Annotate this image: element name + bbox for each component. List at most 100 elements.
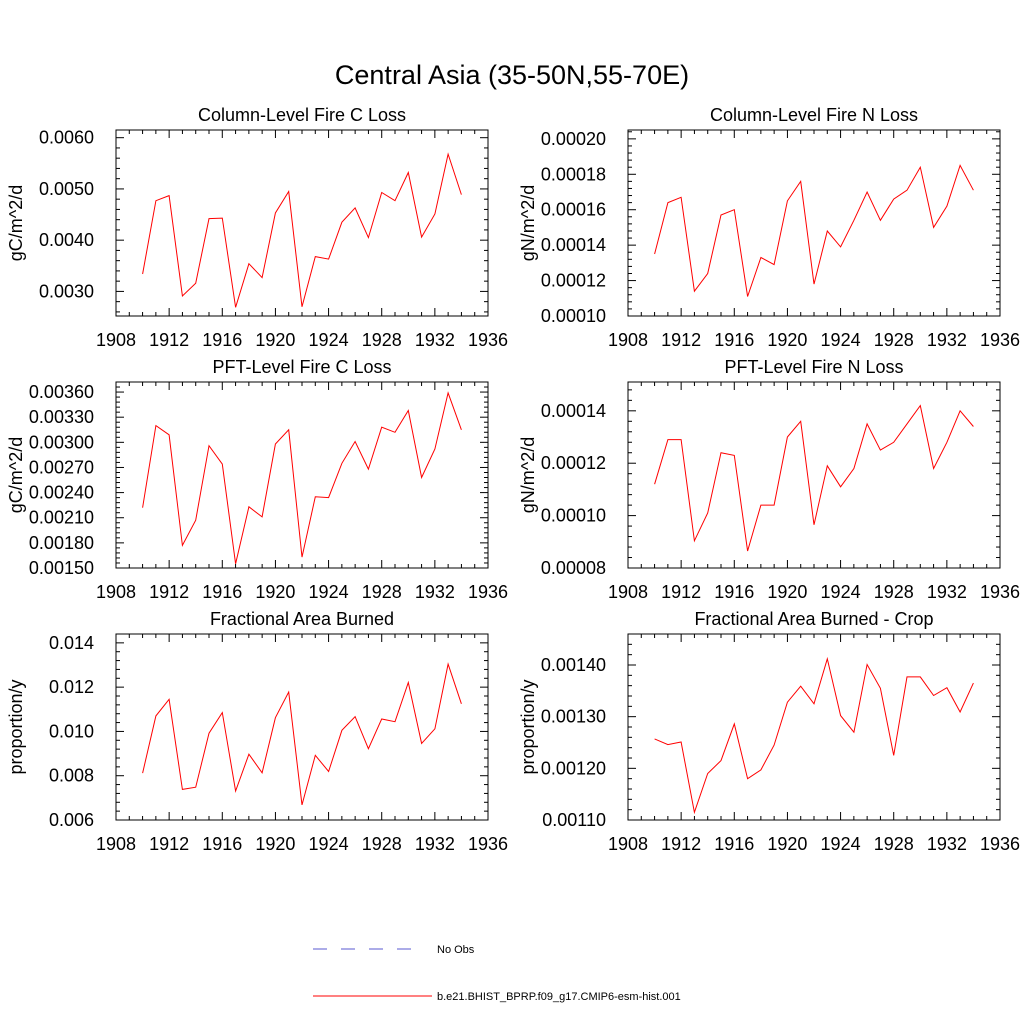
x-tick-label: 1912 — [149, 834, 189, 854]
y-tick-label: 0.00180 — [29, 533, 94, 553]
y-axis-label: gC/m^2/d — [6, 185, 26, 261]
x-tick-label: 1932 — [415, 330, 455, 350]
x-tick-label: 1936 — [468, 330, 508, 350]
x-tick-label: 1932 — [415, 834, 455, 854]
x-tick-label: 1916 — [202, 834, 242, 854]
y-tick-label: 0.00110 — [542, 810, 606, 830]
series-line-model — [142, 391, 462, 564]
x-tick-label: 1908 — [608, 582, 648, 602]
series-line-model — [654, 164, 974, 297]
x-tick-label: 1924 — [821, 582, 861, 602]
x-tick-label: 1924 — [309, 582, 349, 602]
legend-label-model: b.e21.BHIST_BPRP.f09_g17.CMIP6-esm-hist.… — [437, 991, 681, 1003]
plot-frame — [627, 381, 1001, 569]
chart-panel: Fractional Area Burned - Crop proportion/… — [518, 609, 1020, 854]
plot-frame — [627, 633, 1001, 821]
x-tick-label: 1920 — [255, 330, 295, 350]
y-tick-label: 0.00014 — [541, 235, 606, 255]
y-tick-label: 0.00012 — [541, 271, 606, 291]
x-tick-label: 1916 — [202, 582, 242, 602]
y-tick-label: 0.012 — [49, 677, 94, 697]
panel-title: Fractional Area Burned — [210, 609, 394, 629]
series-line-model — [142, 152, 462, 308]
y-tick-label: 0.00008 — [541, 558, 606, 578]
legend-label-no-obs: No Obs — [437, 944, 475, 956]
y-tick-label: 0.00150 — [29, 558, 94, 578]
plot-frame — [115, 129, 489, 317]
chart-panel: Fractional Area Burned proportion/y 1908 19… — [6, 609, 508, 854]
y-tick-label: 0.008 — [49, 766, 94, 786]
x-tick-label: 1916 — [202, 330, 242, 350]
chart-panel: Column-Level Fire C Loss gC/m^2/d 1908 1912… — [6, 105, 508, 350]
x-tick-label: 1916 — [714, 582, 754, 602]
x-tick-label: 1908 — [608, 330, 648, 350]
x-tick-label: 1936 — [468, 834, 508, 854]
x-tick-label: 1936 — [980, 582, 1020, 602]
chart-panel: Column-Level Fire N Loss gN/m^2/d 1908 1912… — [518, 105, 1020, 350]
x-tick-label: 1932 — [927, 582, 967, 602]
series-line-model — [654, 656, 974, 815]
x-tick-label: 1928 — [362, 330, 402, 350]
y-tick-label: 0.00014 — [541, 401, 606, 421]
y-tick-label: 0.00018 — [541, 164, 606, 184]
x-tick-label: 1912 — [661, 834, 701, 854]
plot-frame — [115, 381, 489, 569]
x-tick-label: 1936 — [980, 330, 1020, 350]
y-tick-label: 0.00240 — [29, 483, 94, 503]
x-tick-label: 1924 — [309, 834, 349, 854]
y-tick-label: 0.014 — [49, 633, 94, 653]
x-tick-label: 1924 — [821, 834, 861, 854]
y-tick-label: 0.00010 — [541, 506, 606, 526]
y-tick-label: 0.00120 — [541, 758, 606, 778]
x-tick-label: 1936 — [468, 582, 508, 602]
series-line-model — [654, 404, 974, 552]
x-tick-label: 1920 — [767, 834, 807, 854]
y-tick-label: 0.00130 — [541, 707, 606, 727]
x-tick-label: 1924 — [309, 330, 349, 350]
x-tick-label: 1920 — [255, 834, 295, 854]
x-tick-label: 1916 — [714, 834, 754, 854]
y-axis-label: gC/m^2/d — [6, 437, 26, 513]
y-tick-label: 0.0060 — [39, 128, 94, 148]
x-tick-label: 1928 — [874, 582, 914, 602]
x-tick-label: 1928 — [874, 834, 914, 854]
y-tick-label: 0.00210 — [29, 508, 94, 528]
x-tick-label: 1916 — [714, 330, 754, 350]
y-tick-label: 0.00016 — [541, 200, 606, 220]
y-tick-label: 0.00330 — [29, 407, 94, 427]
x-tick-label: 1920 — [255, 582, 295, 602]
y-tick-label: 0.00010 — [541, 306, 606, 326]
y-tick-label: 0.0040 — [39, 230, 94, 250]
x-tick-label: 1928 — [362, 582, 402, 602]
y-tick-label: 0.010 — [49, 721, 94, 741]
x-tick-label: 1912 — [661, 582, 701, 602]
panel-title: Column-Level Fire N Loss — [710, 105, 918, 125]
y-tick-label: 0.0030 — [39, 281, 94, 301]
panel-title: PFT-Level Fire C Loss — [212, 357, 391, 377]
y-axis-label: gN/m^2/d — [518, 437, 538, 513]
x-tick-label: 1908 — [96, 330, 136, 350]
x-tick-label: 1936 — [980, 834, 1020, 854]
x-tick-label: 1932 — [927, 834, 967, 854]
panel-title: PFT-Level Fire N Loss — [724, 357, 903, 377]
x-tick-label: 1928 — [874, 330, 914, 350]
y-tick-label: 0.0050 — [39, 179, 94, 199]
panel-title: Fractional Area Burned - Crop — [694, 609, 933, 629]
series-line-model — [142, 662, 462, 806]
x-tick-label: 1908 — [608, 834, 648, 854]
y-tick-label: 0.00020 — [541, 129, 606, 149]
x-tick-label: 1920 — [767, 330, 807, 350]
y-tick-label: 0.006 — [49, 810, 94, 830]
plot-frame — [115, 633, 489, 821]
x-tick-label: 1932 — [927, 330, 967, 350]
y-axis-label: proportion/y — [518, 679, 538, 774]
y-tick-label: 0.00012 — [541, 453, 606, 473]
plot-frame — [627, 129, 1001, 317]
y-tick-label: 0.00270 — [29, 457, 94, 477]
x-tick-label: 1932 — [415, 582, 455, 602]
chart-panel: PFT-Level Fire C Loss gC/m^2/d 1908 1912 191… — [6, 357, 508, 602]
x-tick-label: 1912 — [149, 330, 189, 350]
y-axis-label: proportion/y — [6, 679, 26, 774]
x-tick-label: 1912 — [661, 330, 701, 350]
